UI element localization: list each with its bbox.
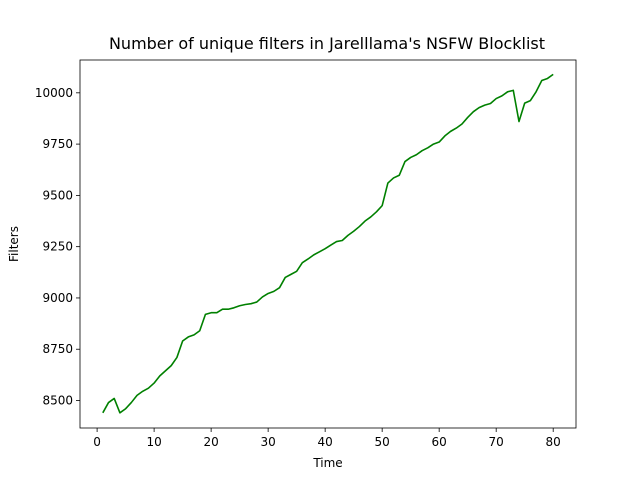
x-tick-label: 20 bbox=[203, 435, 218, 449]
plot-area bbox=[79, 59, 577, 429]
x-tick-label: 50 bbox=[375, 435, 390, 449]
x-tick-label: 40 bbox=[318, 435, 333, 449]
x-tick-label: 80 bbox=[546, 435, 561, 449]
y-axis-label: Filters bbox=[7, 226, 21, 262]
chart-title: Number of unique filters in Jarelllama's… bbox=[109, 34, 545, 53]
x-tick-label: 60 bbox=[432, 435, 447, 449]
x-tick-label: 70 bbox=[489, 435, 504, 449]
x-axis: 0 10 20 30 40 50 60 70 80 bbox=[93, 428, 561, 449]
y-tick-label: 9750 bbox=[42, 137, 73, 151]
y-tick-label: 8500 bbox=[42, 394, 73, 408]
x-axis-label: Time bbox=[312, 456, 342, 470]
plot-frame bbox=[79, 59, 577, 429]
y-tick-label: 9000 bbox=[42, 291, 73, 305]
x-tick-label: 30 bbox=[260, 435, 275, 449]
series-line-0 bbox=[102, 73, 554, 414]
y-axis: 8500 8750 9000 9250 9500 9750 10000 bbox=[35, 86, 80, 408]
x-tick-label: 10 bbox=[146, 435, 161, 449]
y-tick-label: 9500 bbox=[42, 188, 73, 202]
x-tick-label: 0 bbox=[93, 435, 101, 449]
y-tick-label: 9250 bbox=[42, 240, 73, 254]
y-tick-label: 8750 bbox=[42, 342, 73, 356]
y-tick-label: 10000 bbox=[35, 86, 73, 100]
